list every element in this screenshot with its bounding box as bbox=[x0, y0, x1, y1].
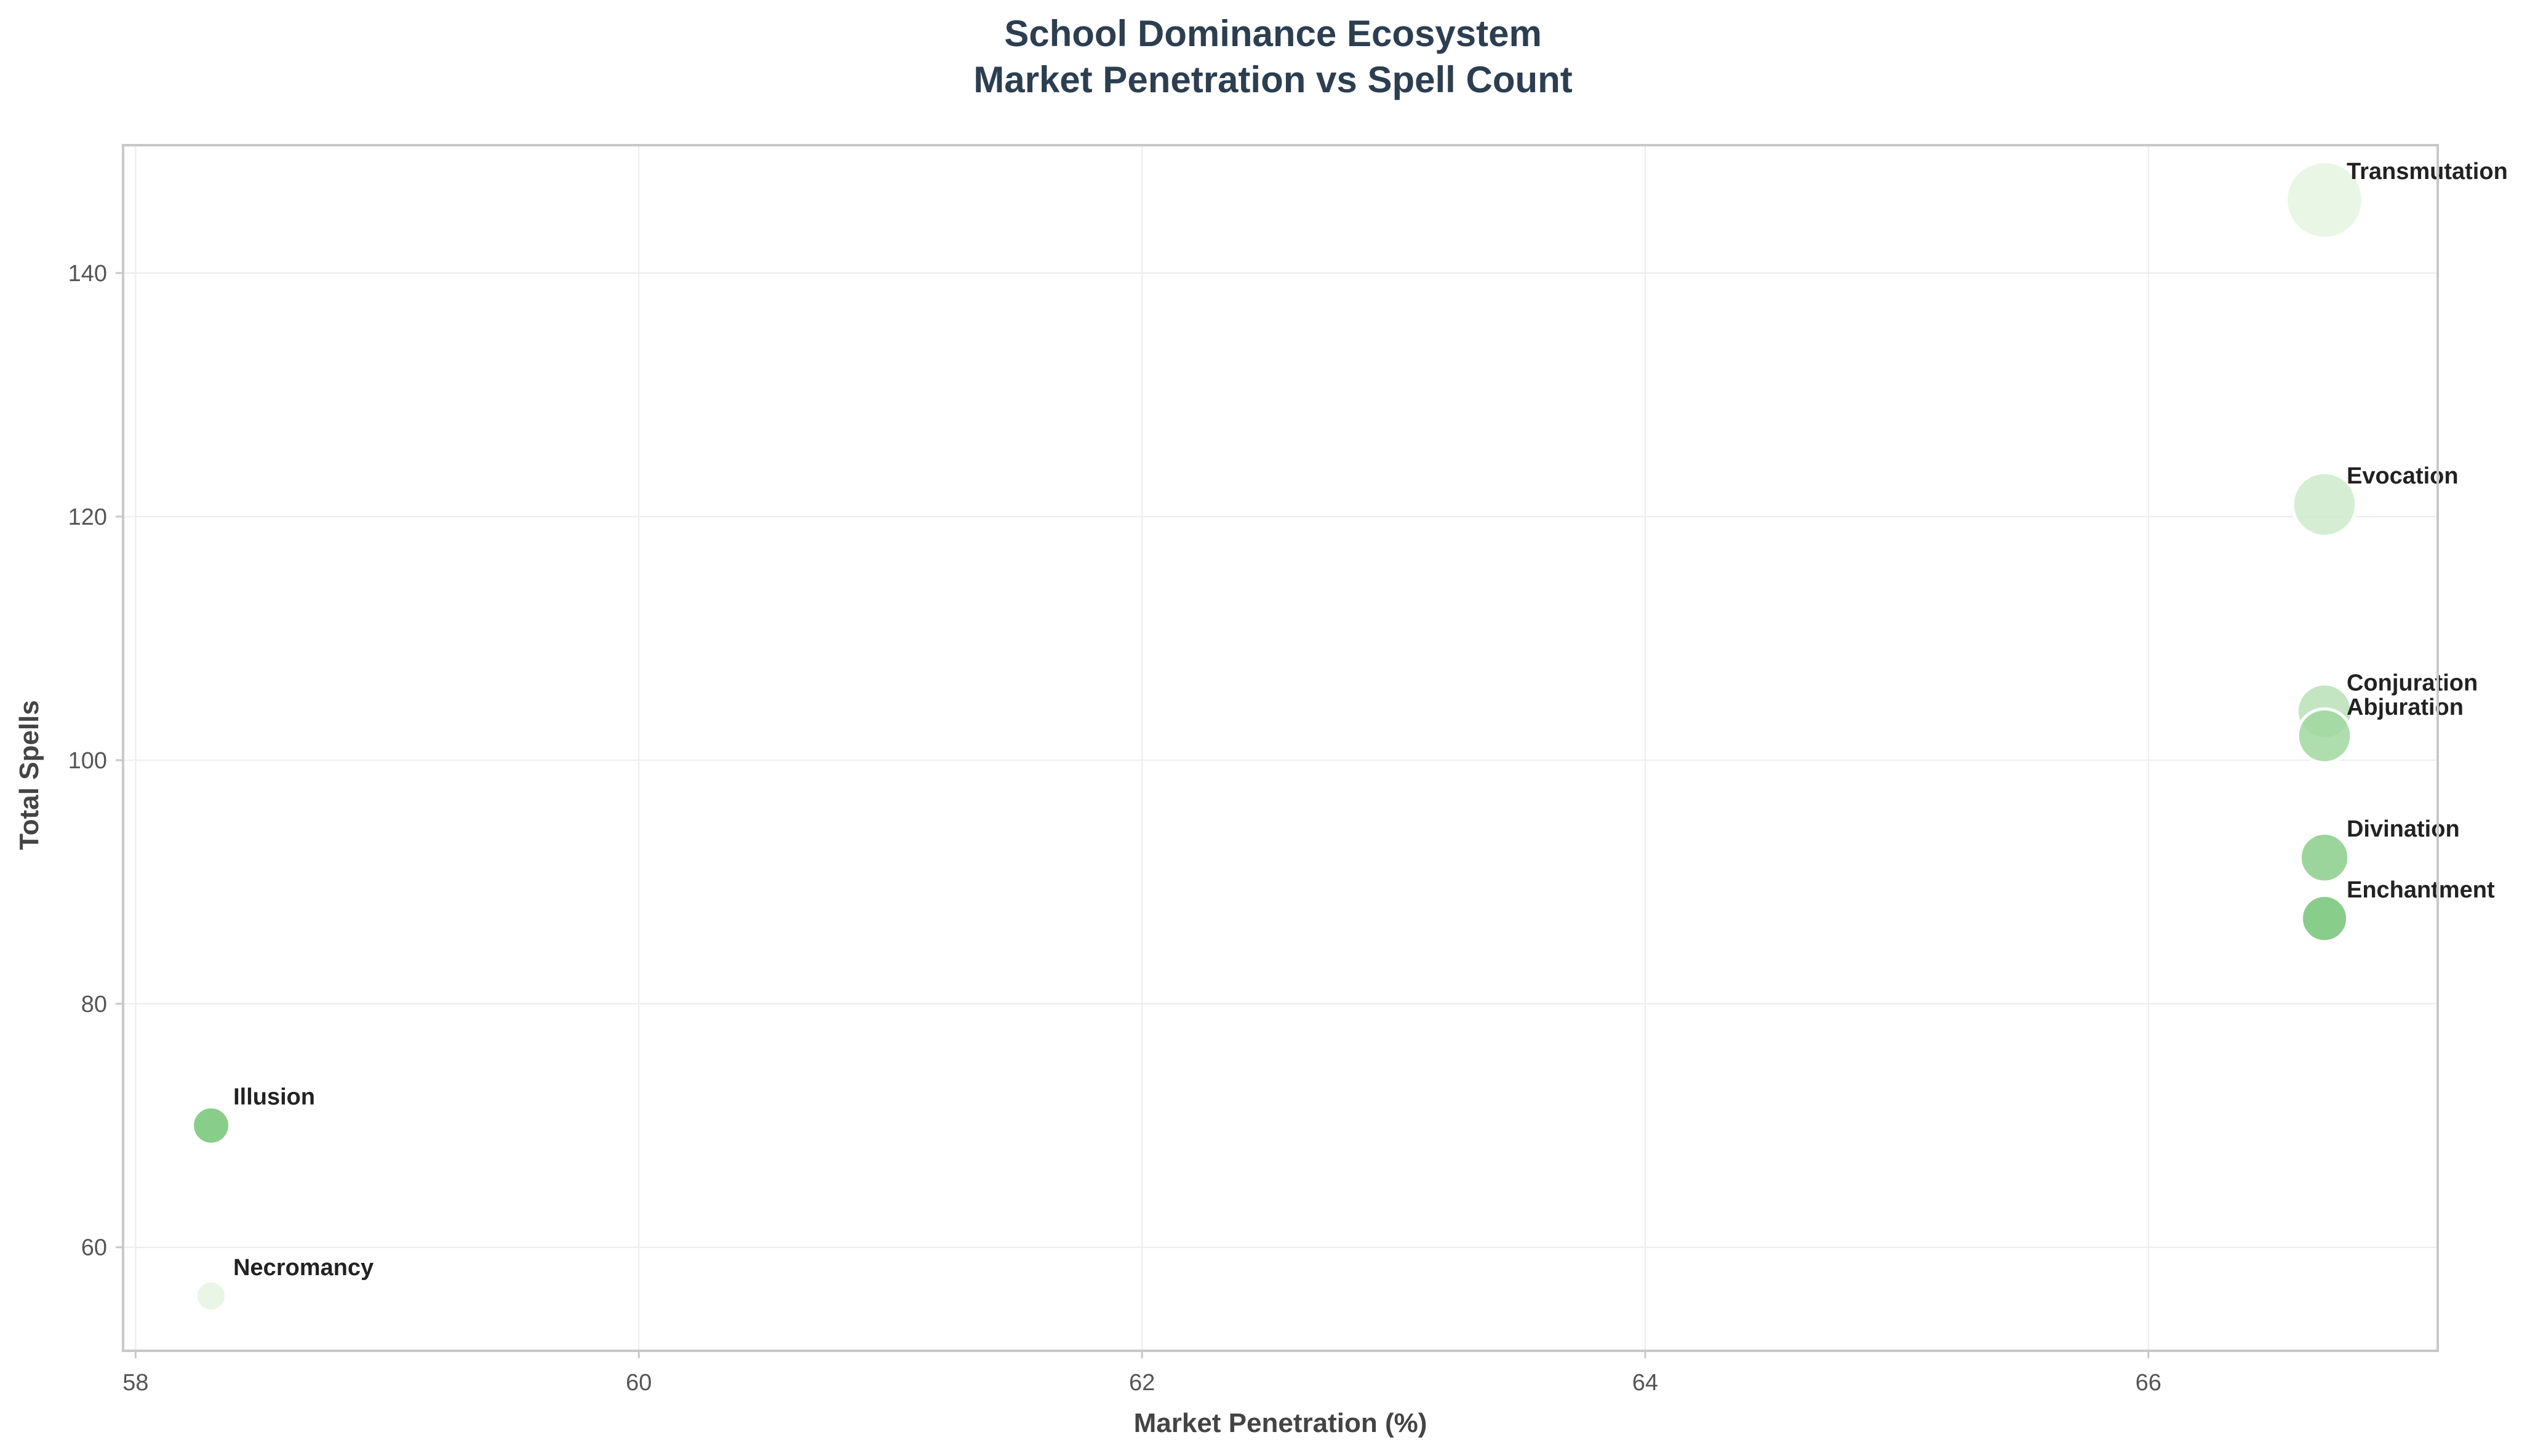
x-tick-label: 62 bbox=[1129, 1370, 1155, 1396]
x-tick-label: 58 bbox=[122, 1370, 148, 1396]
data-point-enchantment bbox=[2299, 894, 2350, 944]
y-tick-label: 100 bbox=[68, 748, 107, 774]
x-tick-label: 60 bbox=[626, 1370, 652, 1396]
point-label-abjuration: Abjuration bbox=[2347, 694, 2464, 720]
x-tick-label: 64 bbox=[1632, 1370, 1658, 1396]
y-tick-label: 60 bbox=[81, 1235, 107, 1261]
chart-title-line-2: Market Penetration vs Spell Count bbox=[973, 59, 1573, 100]
point-label-evocation: Evocation bbox=[2347, 463, 2459, 489]
data-points bbox=[191, 160, 2364, 1313]
data-point-illusion bbox=[191, 1105, 232, 1146]
data-point-transmutation bbox=[2285, 160, 2364, 240]
x-tick-label: 66 bbox=[2136, 1370, 2161, 1396]
data-point-divination bbox=[2298, 832, 2351, 884]
point-label-enchantment: Enchantment bbox=[2347, 877, 2495, 903]
point-label-necromancy: Necromancy bbox=[233, 1255, 373, 1281]
y-axis-label: Total Spells bbox=[14, 700, 44, 850]
point-label-illusion: Illusion bbox=[233, 1084, 315, 1110]
x-axis-label: Market Penetration (%) bbox=[1134, 1408, 1427, 1438]
data-point-necromancy bbox=[194, 1279, 228, 1313]
point-label-divination: Divination bbox=[2347, 816, 2460, 842]
grid bbox=[123, 145, 2438, 1351]
y-tick-label: 140 bbox=[68, 261, 107, 287]
y-tick-label: 120 bbox=[68, 504, 107, 530]
plot-frame bbox=[122, 144, 2439, 1352]
point-labels: Transmutation Evocation ConjurationAbjurat… bbox=[233, 159, 2508, 1281]
y-tick-label: 80 bbox=[81, 992, 107, 1017]
chart-title-line-1: School Dominance Ecosystem bbox=[1004, 13, 1542, 54]
data-point-abjuration bbox=[2296, 707, 2353, 765]
data-point-evocation bbox=[2291, 471, 2358, 538]
point-label-conjuration: Conjuration bbox=[2347, 670, 2478, 696]
point-label-transmutation: Transmutation bbox=[2347, 159, 2508, 185]
axis-ticks: 58 60 62 64 66 60 80 100 120 140 bbox=[68, 261, 2161, 1396]
